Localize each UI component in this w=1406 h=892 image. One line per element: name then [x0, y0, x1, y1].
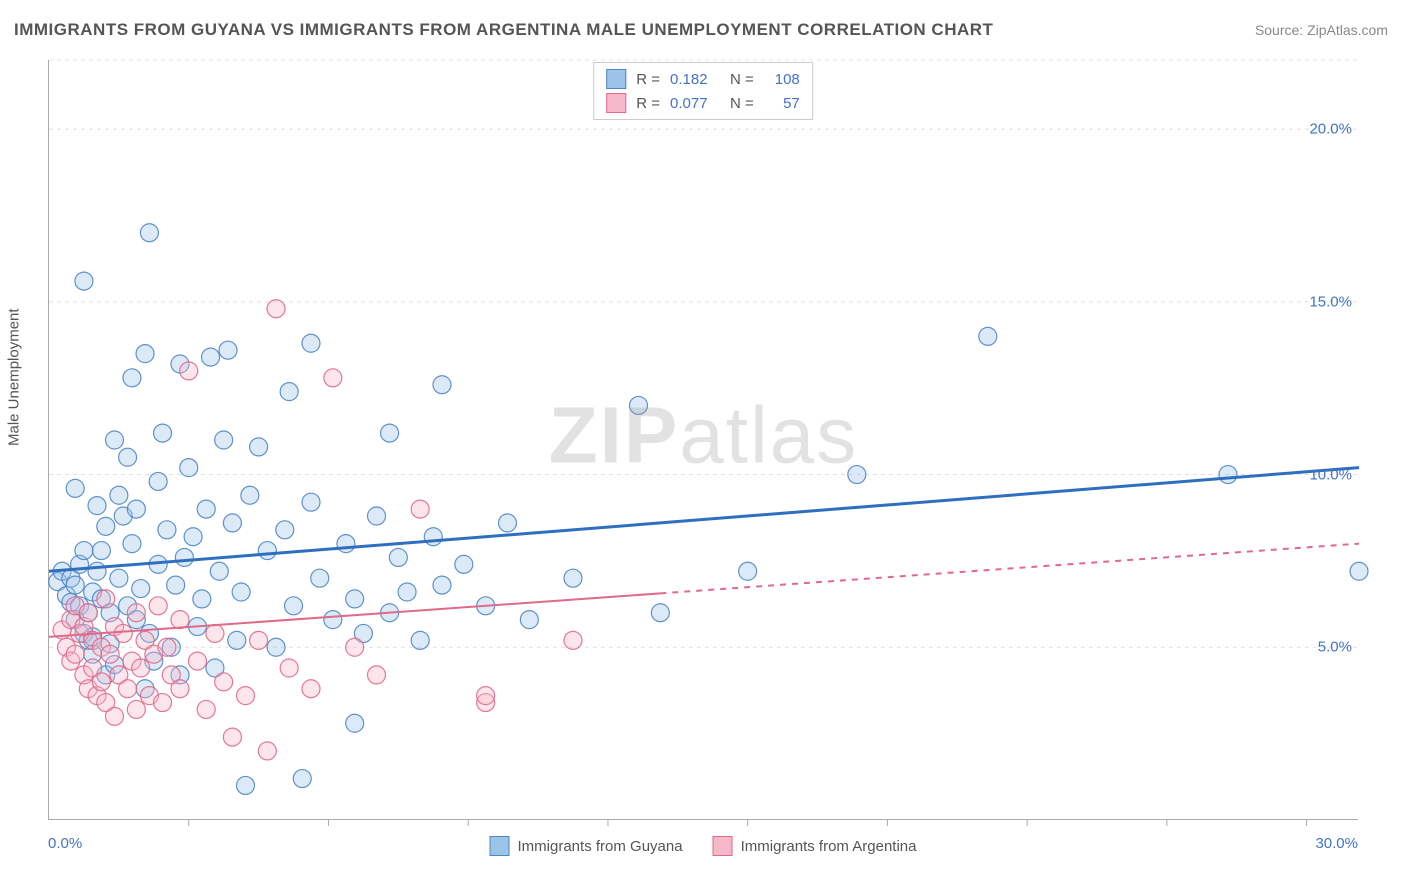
y-tick-label: 5.0% — [1318, 639, 1362, 656]
legend-series-item: Immigrants from Argentina — [713, 836, 917, 856]
legend-series-label: Immigrants from Argentina — [741, 838, 917, 855]
plot-svg — [49, 60, 1358, 819]
legend-n-label: N = — [730, 95, 754, 112]
y-tick-label: 10.0% — [1309, 466, 1362, 483]
legend-swatch — [713, 836, 733, 856]
source-attribution: Source: ZipAtlas.com — [1255, 22, 1388, 38]
legend-n-value: 108 — [764, 71, 800, 88]
legend-row: R = 0.077 N = 57 — [606, 93, 800, 113]
legend-n-label: N = — [730, 71, 754, 88]
legend-n-value: 57 — [764, 95, 800, 112]
legend-swatch — [490, 836, 510, 856]
x-tick-max: 30.0% — [1315, 835, 1358, 852]
chart-container: IMMIGRANTS FROM GUYANA VS IMMIGRANTS FRO… — [0, 0, 1406, 892]
chart-title: IMMIGRANTS FROM GUYANA VS IMMIGRANTS FRO… — [14, 20, 993, 40]
legend-r-label: R = — [636, 71, 660, 88]
legend-correlation: R = 0.182 N = 108 R = 0.077 N = 57 — [593, 62, 813, 120]
legend-row: R = 0.182 N = 108 — [606, 69, 800, 89]
legend-series-label: Immigrants from Guyana — [518, 838, 683, 855]
legend-swatch — [606, 69, 626, 89]
y-tick-label: 15.0% — [1309, 293, 1362, 310]
y-tick-label: 20.0% — [1309, 121, 1362, 138]
legend-series: Immigrants from Guyana Immigrants from Ar… — [490, 836, 917, 856]
x-tick-min: 0.0% — [48, 835, 82, 852]
legend-swatch — [606, 93, 626, 113]
legend-series-item: Immigrants from Guyana — [490, 836, 683, 856]
legend-r-label: R = — [636, 95, 660, 112]
legend-r-value: 0.182 — [670, 71, 720, 88]
plot-area: ZIPatlas 5.0%10.0%15.0%20.0% — [48, 60, 1358, 820]
y-axis-label: Male Unemployment — [6, 308, 23, 446]
legend-r-value: 0.077 — [670, 95, 720, 112]
